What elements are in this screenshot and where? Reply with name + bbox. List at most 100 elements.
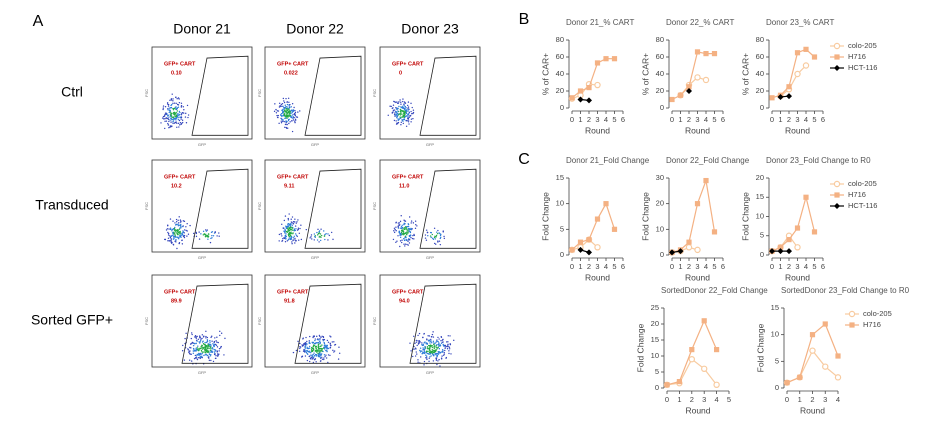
y-tick-label: 0 [760, 250, 764, 259]
event-dot [165, 113, 167, 116]
event-dot [403, 228, 406, 230]
event-dot [407, 230, 409, 232]
event-dot [167, 109, 169, 111]
event-dot [311, 350, 313, 353]
event-dot [197, 338, 200, 341]
x-axis-label: Round [785, 272, 810, 282]
event-dot [294, 239, 296, 241]
event-dot [431, 342, 433, 344]
event-dot [212, 343, 214, 345]
event-dot [317, 352, 319, 355]
event-dot [166, 228, 169, 230]
event-dot [317, 348, 320, 350]
marker [586, 97, 592, 104]
event-dot [414, 227, 417, 230]
event-dot [206, 336, 209, 339]
event-dot [161, 117, 164, 119]
x-tick-label: 6 [721, 115, 725, 124]
event-dot [179, 236, 182, 238]
event-dot [338, 352, 341, 354]
event-dot [179, 113, 181, 116]
event-dot [329, 343, 332, 345]
event-dot [440, 340, 442, 342]
event-dot [286, 117, 288, 119]
chart-title: SortedDonor 22_Fold Change [661, 286, 768, 295]
event-dot [395, 221, 397, 223]
event-dot [398, 222, 401, 224]
event-dot [195, 350, 197, 352]
axis-label: FSC [144, 89, 149, 97]
marker [797, 374, 803, 380]
event-dot [398, 230, 401, 233]
event-dot [190, 337, 193, 340]
event-dot [311, 238, 313, 240]
marker [834, 192, 840, 198]
event-dot [307, 350, 309, 353]
event-dot [284, 126, 286, 129]
event-dot [431, 346, 434, 349]
event-dot [413, 238, 415, 240]
event-dot [428, 360, 430, 363]
event-dot [399, 234, 401, 236]
event-dot [305, 336, 307, 339]
event-dot [317, 228, 319, 231]
event-dot [442, 338, 444, 341]
event-dot [316, 342, 318, 344]
event-dot [407, 225, 410, 228]
event-dot [403, 227, 406, 229]
event-dot [170, 241, 172, 244]
event-dot [438, 232, 440, 234]
event-dot [213, 341, 215, 344]
event-dot [172, 102, 174, 105]
marker [794, 244, 801, 251]
event-dot [210, 348, 212, 350]
event-dot [408, 242, 411, 244]
event-dot [318, 241, 320, 243]
event-dot [432, 331, 434, 333]
event-dot [216, 350, 219, 353]
chart-title: Donor 22_% CART [666, 18, 734, 27]
event-dot [401, 113, 403, 115]
event-dot [282, 120, 284, 123]
gate-value: 0 [399, 70, 402, 76]
event-dot [219, 347, 222, 349]
y-axis-label: % of CAR+ [540, 53, 550, 95]
event-dot [171, 93, 173, 95]
event-dot [417, 359, 419, 361]
event-dot [417, 343, 420, 345]
event-dot [433, 227, 436, 230]
y-tick-label: 0 [560, 103, 564, 112]
event-dot [425, 343, 427, 345]
event-dot [178, 110, 181, 113]
event-dot [173, 229, 176, 232]
event-dot [186, 223, 188, 225]
event-dot [296, 221, 298, 223]
event-dot [198, 341, 200, 343]
x-tick-label: 1 [778, 115, 782, 124]
event-dot [281, 102, 284, 105]
event-dot [179, 116, 181, 118]
marker [834, 203, 840, 209]
x-tick-label: 3 [595, 262, 599, 271]
event-dot [289, 227, 292, 229]
y-tick-label: 15 [556, 173, 564, 182]
event-dot [298, 239, 300, 241]
event-dot [289, 110, 291, 113]
x-tick-label: 3 [823, 395, 827, 404]
event-dot [317, 344, 319, 346]
event-dot [294, 114, 296, 117]
event-dot [206, 339, 209, 341]
marker [784, 380, 790, 386]
y-tick-label: 10 [756, 211, 764, 220]
x-tick-label: 5 [727, 395, 731, 404]
event-dot [293, 235, 295, 238]
event-dot [408, 111, 411, 114]
event-dot [418, 332, 421, 335]
x-tick-label: 1 [678, 115, 682, 124]
event-dot [312, 361, 315, 364]
event-dot [199, 342, 201, 344]
marker [586, 249, 592, 256]
event-dot [413, 335, 415, 337]
event-dot [179, 121, 182, 124]
marker [794, 225, 801, 231]
